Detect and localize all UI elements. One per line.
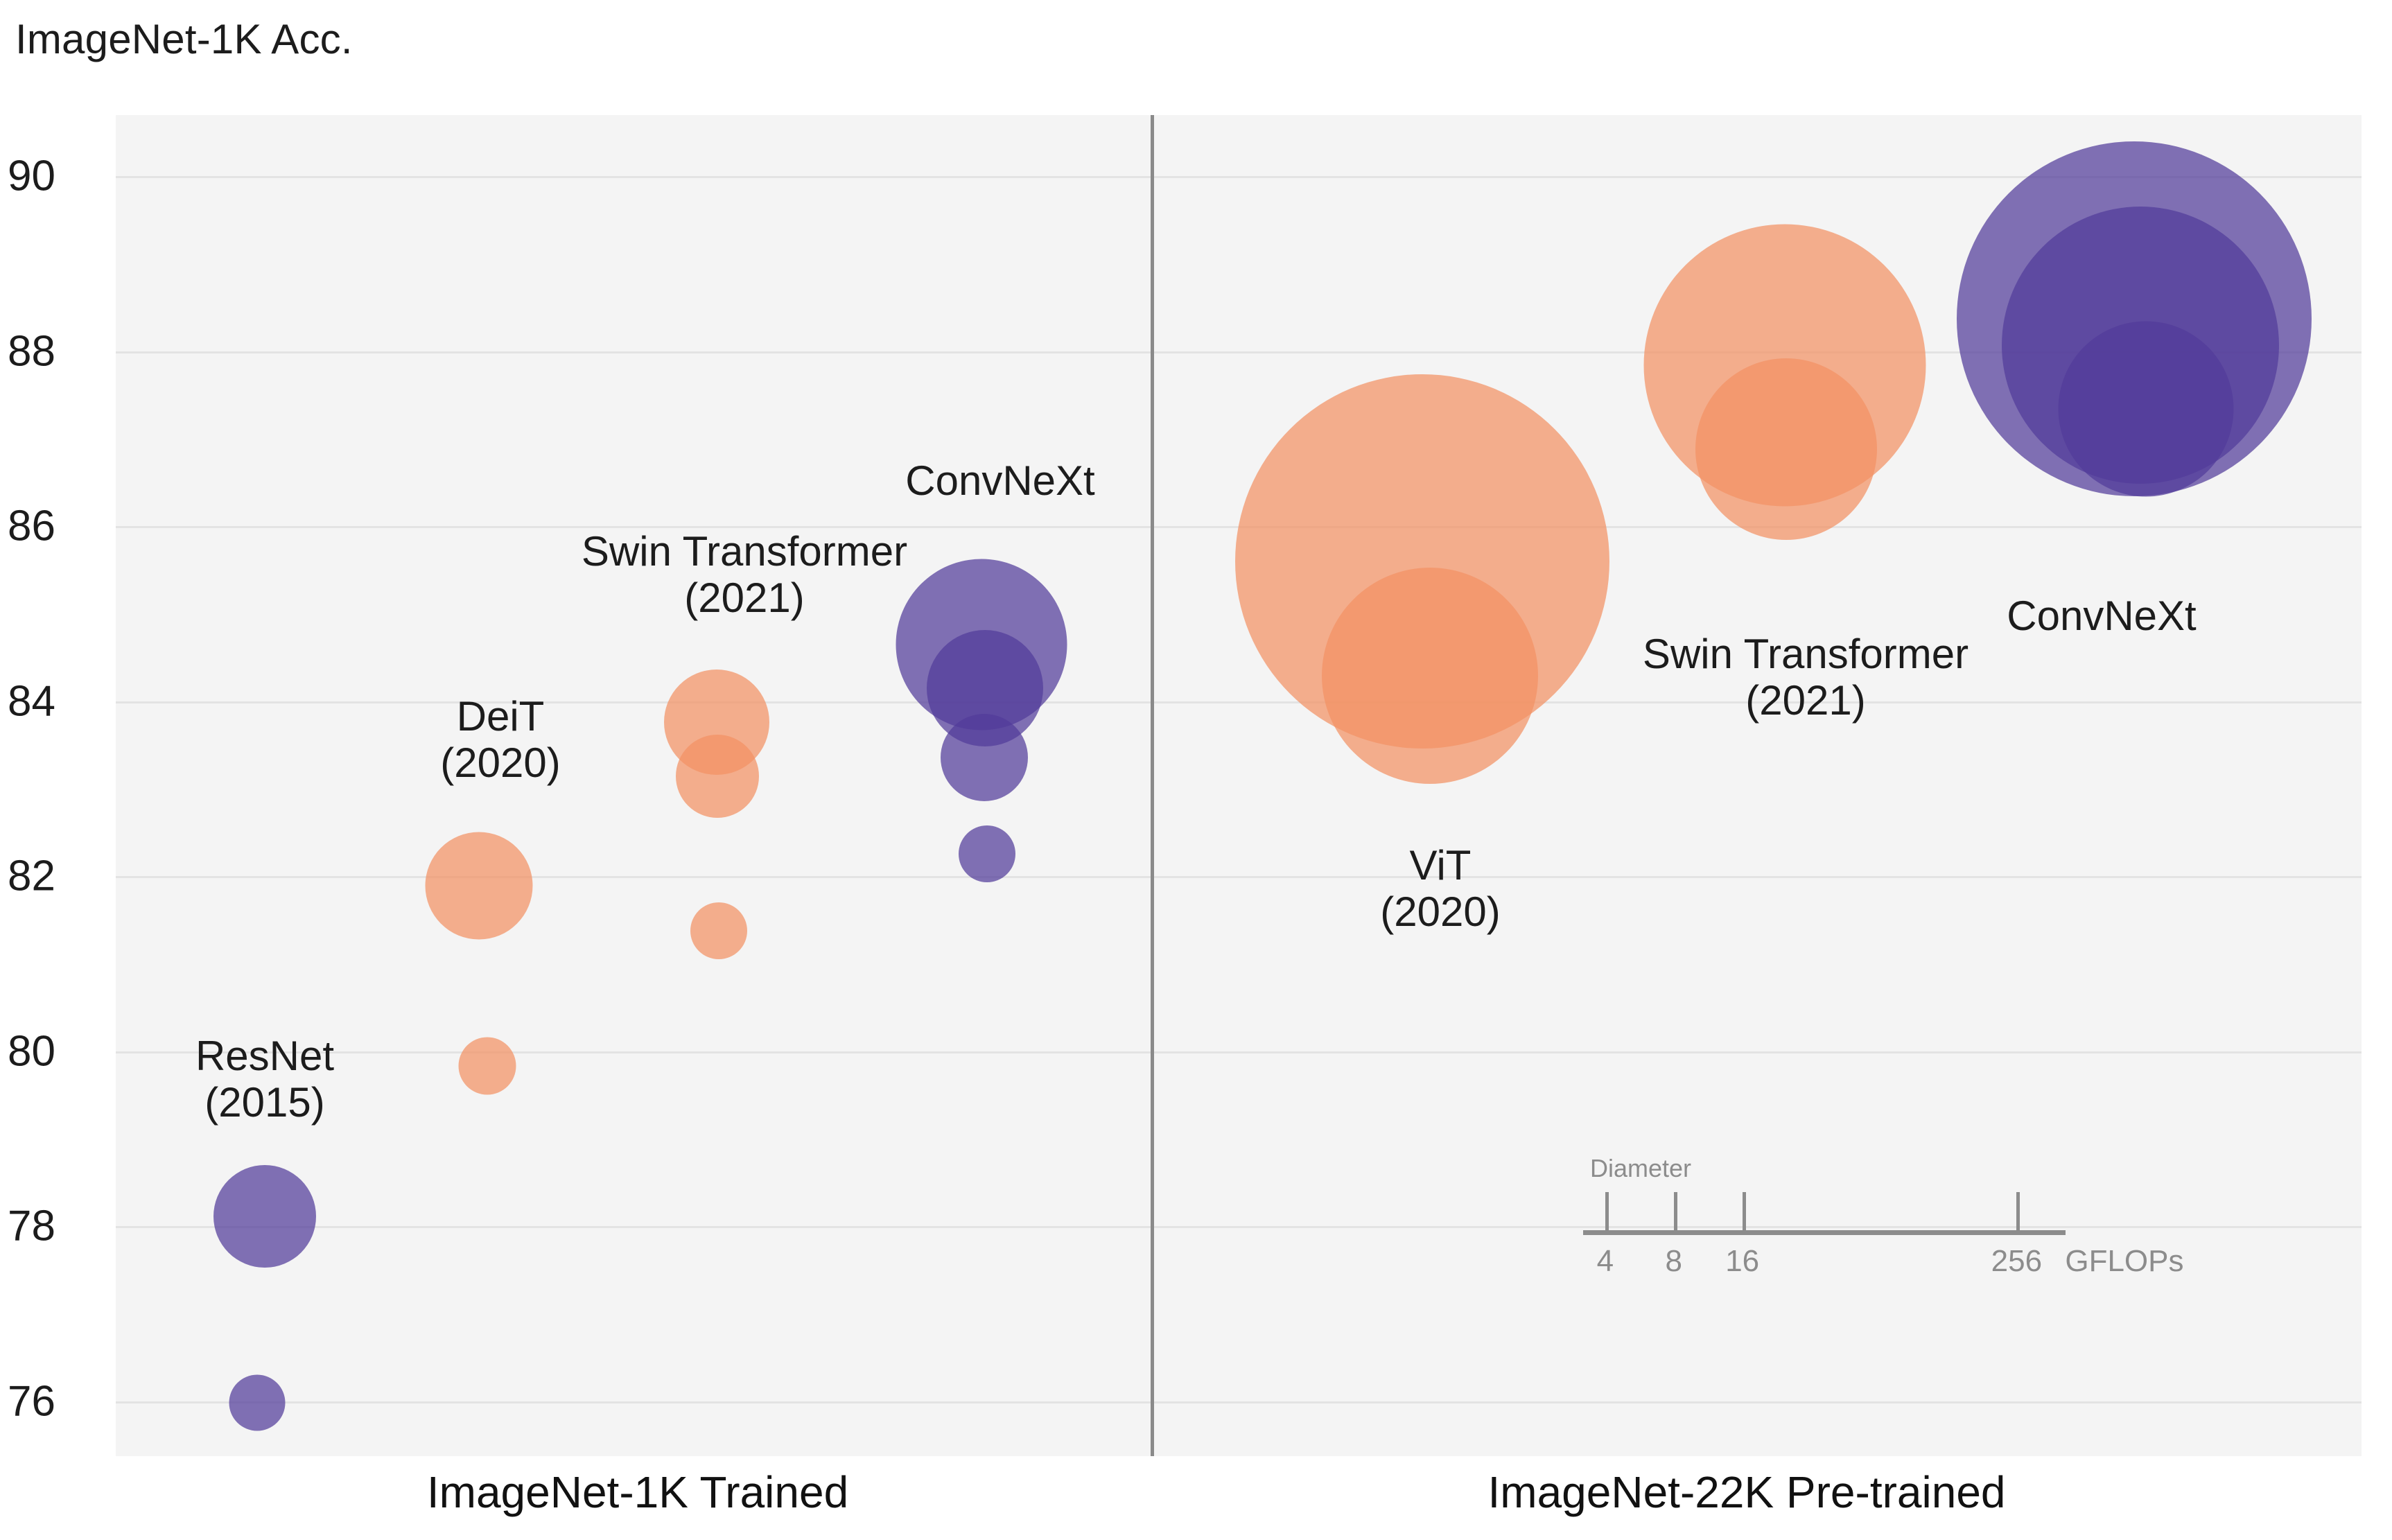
- size-legend-label-256: 256: [1991, 1244, 2043, 1278]
- annotation-vit: ViT (2020): [1380, 842, 1500, 935]
- y-tick-label-90: 90: [8, 152, 55, 200]
- annotation-year: (2021): [1745, 677, 1866, 724]
- annotation-year: (2020): [1380, 889, 1501, 936]
- annotation-resnet: ResNet (2015): [195, 1033, 334, 1126]
- annotation-swin-transformer: Swin Transformer (2021): [582, 528, 907, 621]
- annotation-convnext: ConvNeXt: [905, 457, 1094, 504]
- size-legend-tick-4: [1605, 1192, 1609, 1232]
- y-tick-label-88: 88: [8, 327, 55, 375]
- annotation-name: DeiT: [456, 693, 545, 740]
- gridline-76: [116, 1401, 2362, 1403]
- size-legend-title: Diameter: [1590, 1154, 1692, 1182]
- annotation-convnext: ConvNeXt: [2007, 593, 2196, 639]
- bubble-deit-b[interactable]: [425, 832, 533, 940]
- bubble-deit-s[interactable]: [458, 1037, 516, 1095]
- annotation-name: Swin Transformer: [1642, 631, 1969, 677]
- annotation-name: ConvNeXt: [2007, 593, 2197, 639]
- y-axis-title: ImageNet-1K Acc.: [15, 16, 353, 62]
- bubble-convnext-t[interactable]: [959, 825, 1015, 882]
- size-legend-tick-16: [1742, 1192, 1746, 1232]
- gridline-90: [116, 176, 2362, 178]
- annotation-swin-transformer: Swin Transformer (2021): [1643, 631, 1968, 724]
- gridline-84: [116, 701, 2362, 703]
- plot-area: ResNet (2015) DeiT (2020) Swin Transformer (2…: [116, 115, 2362, 1456]
- annotation-name: ResNet: [195, 1033, 335, 1079]
- y-tick-label-86: 86: [8, 502, 55, 550]
- y-tick-label-80: 80: [8, 1027, 55, 1075]
- bubble-vit-l[interactable]: [1235, 374, 1609, 749]
- annotation-name: ViT: [1409, 842, 1472, 889]
- gridline-80: [116, 1051, 2362, 1053]
- size-legend-label-8: 8: [1665, 1244, 1682, 1278]
- annotation-deit: DeiT (2020): [440, 693, 560, 786]
- size-legend-label-16: 16: [1725, 1244, 1760, 1278]
- annotation-name: ConvNeXt: [905, 457, 1095, 504]
- size-legend-label-4: 4: [1596, 1244, 1614, 1278]
- gridline-82: [116, 876, 2362, 878]
- annotation-name: Swin Transformer: [581, 528, 908, 575]
- gridline-78: [116, 1226, 2362, 1228]
- y-tick-label-76: 76: [8, 1377, 55, 1425]
- size-legend-unit: GFLOPs: [2065, 1244, 2184, 1278]
- annotation-year: (2015): [204, 1079, 325, 1126]
- y-tick-label-84: 84: [8, 677, 55, 725]
- x-axis-label-in22k: ImageNet-22K Pre-trained: [1487, 1467, 2006, 1517]
- bubble-resnet-50[interactable]: [229, 1374, 286, 1431]
- panel-divider: [1151, 115, 1154, 1456]
- size-legend-tick-8: [1673, 1192, 1677, 1232]
- bubble-convnext-l[interactable]: [896, 559, 1067, 730]
- bubble-swin-l[interactable]: [1643, 224, 1926, 507]
- bubble-swin-b[interactable]: [664, 670, 769, 775]
- x-axis-label-in1k: ImageNet-1K Trained: [426, 1467, 849, 1517]
- annotation-year: (2020): [440, 740, 561, 787]
- bubble-resnet-200[interactable]: [213, 1165, 316, 1268]
- y-tick-label-82: 82: [8, 852, 55, 900]
- size-legend: Diameter 4 8 16 256 GFLOPs: [116, 115, 2362, 1456]
- annotation-year: (2021): [684, 575, 805, 622]
- gridline-88: [116, 351, 2362, 353]
- bubble-convnext-xl[interactable]: [1957, 141, 2312, 496]
- size-legend-axis: [1583, 1230, 2066, 1235]
- y-tick-label-78: 78: [8, 1202, 55, 1250]
- size-legend-tick-256: [2016, 1192, 2020, 1232]
- bubble-swin-t[interactable]: [690, 902, 747, 959]
